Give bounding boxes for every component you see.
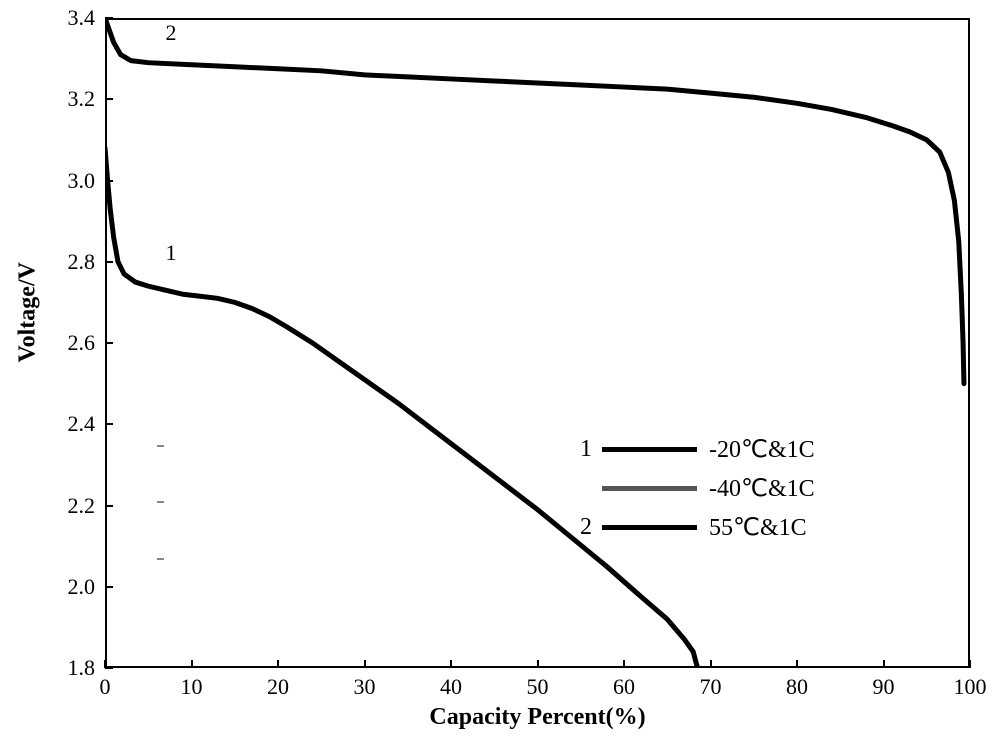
y-tick xyxy=(105,261,113,263)
legend-series-number: 1 xyxy=(580,436,602,463)
x-tick xyxy=(450,660,452,668)
chart-svg xyxy=(0,0,1000,744)
y-tick xyxy=(105,423,113,425)
x-tick xyxy=(191,660,193,668)
y-tick xyxy=(105,667,113,669)
x-tick xyxy=(969,660,971,668)
x-tick xyxy=(104,660,106,668)
x-tick xyxy=(537,660,539,668)
x-tick xyxy=(364,660,366,668)
x-tick-label: 10 xyxy=(172,674,212,700)
x-tick-label: 40 xyxy=(431,674,471,700)
x-tick-label: 20 xyxy=(258,674,298,700)
legend-item: -40℃&1C xyxy=(580,474,815,503)
x-tick-label: 100 xyxy=(950,674,990,700)
x-tick xyxy=(883,660,885,668)
y-tick-label: 2.6 xyxy=(68,330,96,356)
x-tick-label: 90 xyxy=(864,674,904,700)
legend-label: -40℃&1C xyxy=(709,474,815,503)
x-tick-label: 80 xyxy=(777,674,817,700)
legend-label: -20℃&1C xyxy=(709,435,815,464)
x-tick-label: 30 xyxy=(345,674,385,700)
legend: 1 -20℃&1C -40℃&1C 2 55℃&1C xyxy=(580,435,815,552)
series-curve2_55C_1C xyxy=(105,18,964,384)
legend-line-icon xyxy=(602,525,697,530)
y-tick-label: 3.2 xyxy=(68,86,96,112)
y-tick xyxy=(105,180,113,182)
stray-mark xyxy=(157,558,164,560)
x-tick-label: 0 xyxy=(85,674,125,700)
stray-mark xyxy=(157,501,164,503)
x-tick xyxy=(623,660,625,668)
legend-item: 2 55℃&1C xyxy=(580,513,815,542)
y-tick xyxy=(105,98,113,100)
series-inline-label: 1 xyxy=(166,240,177,266)
legend-line-icon xyxy=(602,447,697,452)
legend-item: 1 -20℃&1C xyxy=(580,435,815,464)
x-tick-label: 50 xyxy=(518,674,558,700)
y-tick-label: 2.0 xyxy=(68,574,96,600)
series-inline-label: 2 xyxy=(166,20,177,46)
y-tick-label: 3.4 xyxy=(68,5,96,31)
x-tick xyxy=(710,660,712,668)
y-tick-label: 2.4 xyxy=(68,411,96,437)
series-curve1_-20C_1C xyxy=(105,148,698,668)
y-tick-label: 2.2 xyxy=(68,493,96,519)
y-axis-label: Voltage/V xyxy=(15,323,42,363)
x-tick-label: 60 xyxy=(604,674,644,700)
voltage-capacity-chart: Voltage/V Capacity Percent(%) 1 -20℃&1C -4… xyxy=(0,0,1000,744)
y-tick-label: 3.0 xyxy=(68,168,96,194)
legend-line-icon xyxy=(602,486,697,491)
x-tick xyxy=(796,660,798,668)
x-axis-label: Capacity Percent(%) xyxy=(408,704,668,731)
legend-label: 55℃&1C xyxy=(709,513,807,542)
x-tick-label: 70 xyxy=(691,674,731,700)
y-tick xyxy=(105,342,113,344)
y-tick xyxy=(105,586,113,588)
y-tick-label: 2.8 xyxy=(68,249,96,275)
x-tick xyxy=(277,660,279,668)
y-tick xyxy=(105,505,113,507)
stray-mark xyxy=(157,445,164,447)
y-tick xyxy=(105,17,113,19)
legend-series-number: 2 xyxy=(580,514,602,541)
